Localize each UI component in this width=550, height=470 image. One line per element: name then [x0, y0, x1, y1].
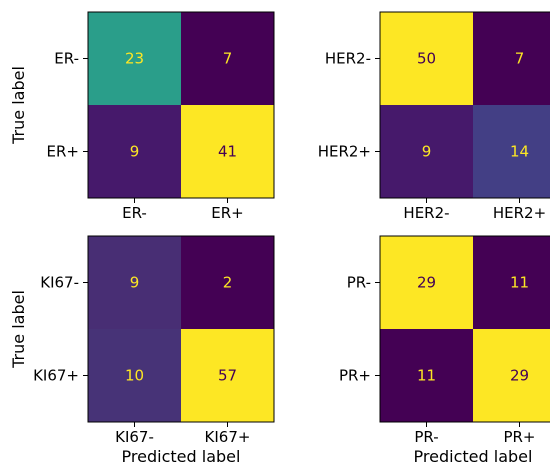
- cm4-ytick-label-0: PR-: [347, 274, 371, 292]
- cm1-xtick-label-0: ER-: [122, 204, 147, 222]
- cm3-ytick-label-0: KI67-: [40, 274, 79, 292]
- cm3-cell-r0-c0: [88, 236, 181, 329]
- cm3-cell-value-r0-c0: 9: [130, 274, 140, 292]
- cm4-xtick-label-0: PR-: [414, 428, 438, 446]
- cm4-cell-r1-c0: [380, 329, 473, 422]
- cm2-cell-r0-c1: [473, 12, 550, 105]
- cm3-ylabel: True label: [9, 290, 28, 369]
- cm1-cell-r0-c0: [88, 12, 181, 105]
- cm2-cell-value-r0-c0: 50: [417, 50, 436, 68]
- cm1-cell-value-r0-c0: 23: [125, 50, 144, 68]
- cm1-ylabel: True label: [9, 66, 28, 145]
- cm1-ytick-label-0: ER-: [54, 50, 79, 68]
- cm1-cell-r1-c1: [181, 105, 274, 198]
- cm2-ytick-label-1: HER2+: [318, 143, 371, 161]
- cm2-cell-r1-c0: [380, 105, 473, 198]
- cm3-cell-r1-c1: [181, 329, 274, 422]
- cm2-cell-r1-c1: [473, 105, 550, 198]
- cm1-cell-value-r1-c1: 41: [218, 143, 237, 161]
- cm1-ytick-label-1: ER+: [47, 143, 79, 161]
- cm3-cell-value-r1-c1: 57: [218, 367, 237, 385]
- cm4-cell-value-r0-c1: 11: [510, 274, 529, 292]
- cm1-cell-r0-c1: [181, 12, 274, 105]
- cm3-cell-r0-c1: [181, 236, 274, 329]
- cm2-cell-value-r1-c0: 9: [422, 143, 432, 161]
- cm2-xtick-label-1: HER2+: [493, 204, 546, 222]
- cm3-cell-value-r0-c1: 2: [223, 274, 233, 292]
- cm2-xtick-label-0: HER2-: [403, 204, 449, 222]
- cm1-xtick-label-1: ER+: [211, 204, 243, 222]
- cm3-frame: [87, 235, 275, 423]
- cm4-cell-value-r1-c0: 11: [417, 367, 436, 385]
- cm3-ytick-label-1: KI67+: [33, 367, 79, 385]
- cm2-cell-value-r1-c1: 14: [510, 143, 529, 161]
- cm4-xtick-label-1: PR+: [503, 428, 535, 446]
- cm4-cell-r1-c1: [473, 329, 550, 422]
- cm1-cell-r1-c0: [88, 105, 181, 198]
- cm3-xtick-label-1: KI67+: [205, 428, 251, 446]
- cm2-ytick-label-0: HER2-: [325, 50, 371, 68]
- cm4-cell-r0-c1: [473, 236, 550, 329]
- cm2-cell-r0-c0: [380, 12, 473, 105]
- cm1-frame: [87, 11, 275, 199]
- cm3-xtick-label-0: KI67-: [115, 428, 154, 446]
- cm4-cell-value-r1-c1: 29: [510, 367, 529, 385]
- cm3-cell-r1-c0: [88, 329, 181, 422]
- cm3-cell-value-r1-c0: 10: [125, 367, 144, 385]
- cm4-ytick-label-1: PR+: [339, 367, 371, 385]
- cm2-frame: [379, 11, 550, 199]
- cm4-cell-r0-c0: [380, 236, 473, 329]
- cm1-cell-value-r0-c1: 7: [223, 50, 233, 68]
- cm3-xlabel: Predicted label: [122, 447, 241, 466]
- cm1-cell-value-r1-c0: 9: [130, 143, 140, 161]
- cm4-xlabel: Predicted label: [414, 447, 533, 466]
- cm4-cell-value-r0-c0: 29: [417, 274, 436, 292]
- cm4-frame: [379, 235, 550, 423]
- cm2-cell-value-r0-c1: 7: [515, 50, 525, 68]
